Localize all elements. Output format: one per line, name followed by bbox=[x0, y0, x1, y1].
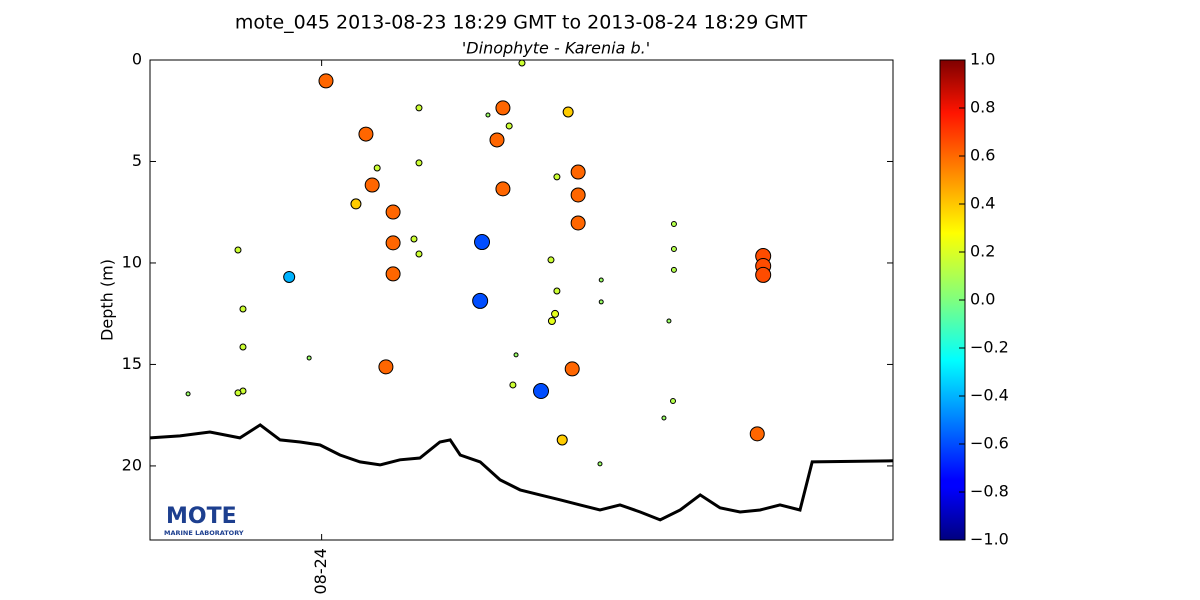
point bbox=[234, 389, 242, 397]
colorbar-tick-label: −0.8 bbox=[970, 482, 1009, 501]
point bbox=[415, 104, 423, 112]
point bbox=[533, 383, 550, 400]
colorbar-tick-label: 0.4 bbox=[970, 194, 995, 213]
bottom-trace bbox=[149, 423, 894, 522]
point bbox=[749, 426, 765, 442]
x-tick-label: 08-24 bbox=[311, 548, 330, 595]
colorbar-tick-label: −0.4 bbox=[970, 386, 1009, 405]
colorbar-tick-label: 0.0 bbox=[970, 290, 995, 309]
point bbox=[518, 59, 526, 67]
point bbox=[185, 391, 191, 397]
point bbox=[489, 132, 505, 148]
point bbox=[598, 277, 604, 283]
point bbox=[570, 164, 586, 180]
point bbox=[670, 266, 677, 273]
point bbox=[283, 270, 296, 283]
logo-subtitle: MARINE LABORATORY bbox=[164, 529, 244, 537]
y-tick-label: 10 bbox=[122, 252, 142, 271]
point bbox=[239, 343, 247, 351]
point bbox=[666, 318, 672, 324]
point bbox=[472, 292, 489, 309]
chart-subtitle: 'Dinophyte - Karenia b.' bbox=[462, 39, 650, 58]
point bbox=[564, 361, 580, 377]
point bbox=[378, 359, 394, 375]
chart-title: mote_045 2013-08-23 18:29 GMT to 2013-08… bbox=[235, 12, 808, 34]
point bbox=[551, 309, 560, 318]
point bbox=[513, 352, 519, 358]
point bbox=[670, 245, 677, 252]
point bbox=[570, 187, 586, 203]
point bbox=[661, 415, 667, 421]
point bbox=[670, 220, 677, 227]
point bbox=[495, 100, 511, 116]
colorbar-tick-label: −1.0 bbox=[970, 530, 1009, 549]
point bbox=[553, 287, 561, 295]
point bbox=[350, 198, 362, 210]
point bbox=[318, 73, 334, 89]
colorbar-tick-label: 0.2 bbox=[970, 242, 995, 261]
y-tick-label: 0 bbox=[132, 50, 142, 69]
point bbox=[415, 250, 423, 258]
point bbox=[485, 112, 491, 118]
point bbox=[670, 397, 677, 404]
point bbox=[410, 235, 418, 243]
point bbox=[755, 266, 772, 283]
logo: MOTE bbox=[166, 504, 237, 529]
point bbox=[474, 234, 491, 251]
point bbox=[415, 159, 423, 167]
point bbox=[358, 126, 374, 142]
point bbox=[239, 305, 247, 313]
point bbox=[598, 299, 604, 305]
point bbox=[505, 122, 513, 130]
point bbox=[495, 181, 511, 197]
y-axis-label: Depth (m) bbox=[98, 259, 117, 341]
point bbox=[547, 317, 556, 326]
point bbox=[364, 177, 380, 193]
point bbox=[570, 215, 586, 231]
y-tick-label: 20 bbox=[122, 455, 142, 474]
colorbar-tick-label: 0.8 bbox=[970, 98, 995, 117]
point bbox=[373, 164, 381, 172]
point bbox=[547, 256, 555, 264]
point bbox=[553, 173, 561, 181]
point bbox=[509, 381, 517, 389]
point bbox=[306, 355, 312, 361]
point bbox=[385, 204, 401, 220]
point bbox=[234, 246, 242, 254]
y-tick-label: 5 bbox=[132, 151, 142, 170]
plot-frame bbox=[149, 59, 894, 541]
colorbar-tick-label: −0.6 bbox=[970, 434, 1009, 453]
point bbox=[556, 434, 568, 446]
point bbox=[385, 266, 401, 282]
colorbar-tick-label: 1.0 bbox=[970, 50, 995, 69]
colorbar-tick-label: −0.2 bbox=[970, 338, 1009, 357]
colorbar-tick-label: 0.6 bbox=[970, 146, 995, 165]
point bbox=[562, 106, 574, 118]
point bbox=[597, 461, 603, 467]
y-tick-label: 15 bbox=[122, 354, 142, 373]
point bbox=[385, 235, 401, 251]
